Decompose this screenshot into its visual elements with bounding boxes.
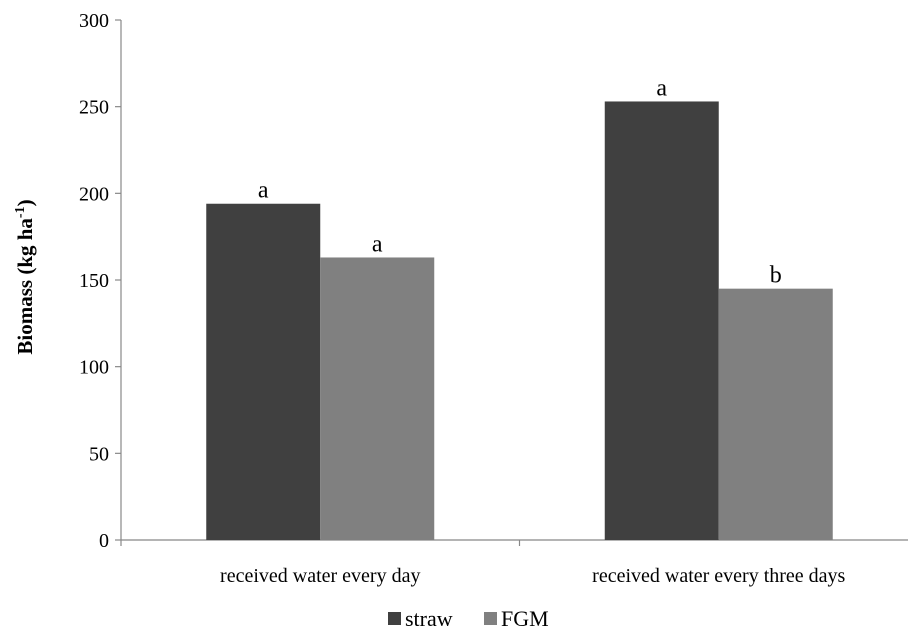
bar-straw — [604, 101, 719, 540]
legend: straw FGM — [388, 606, 549, 631]
bar-fgm — [320, 257, 435, 540]
y-tick-label: 100 — [79, 357, 109, 379]
legend-label: straw — [405, 606, 453, 631]
bars: a a a b — [120, 75, 833, 546]
bar-fgm — [718, 288, 833, 540]
y-tick-label: 0 — [99, 530, 109, 552]
significance-label: a — [656, 75, 667, 101]
y-tick-label: 250 — [79, 97, 109, 119]
category-label: received water every day — [220, 565, 420, 587]
significance-label: a — [372, 231, 383, 257]
y-tick-label: 50 — [89, 443, 109, 465]
legend-swatch — [484, 612, 497, 625]
category-label: received water every three days — [592, 565, 845, 587]
category-labels: received water every day received water e… — [220, 565, 846, 587]
significance-label: b — [770, 263, 782, 289]
legend-label: FGM — [501, 606, 549, 631]
y-tick-label: 200 — [79, 183, 109, 205]
bar-straw — [206, 203, 321, 540]
y-axis-title: Biomass (kg ha-1) — [13, 199, 37, 354]
y-ticks: 0 50 100 150 200 250 300 — [79, 10, 121, 552]
legend-swatch — [388, 612, 401, 625]
significance-label: a — [258, 178, 269, 204]
y-tick-label: 300 — [79, 10, 109, 32]
y-tick-label: 150 — [79, 270, 109, 292]
